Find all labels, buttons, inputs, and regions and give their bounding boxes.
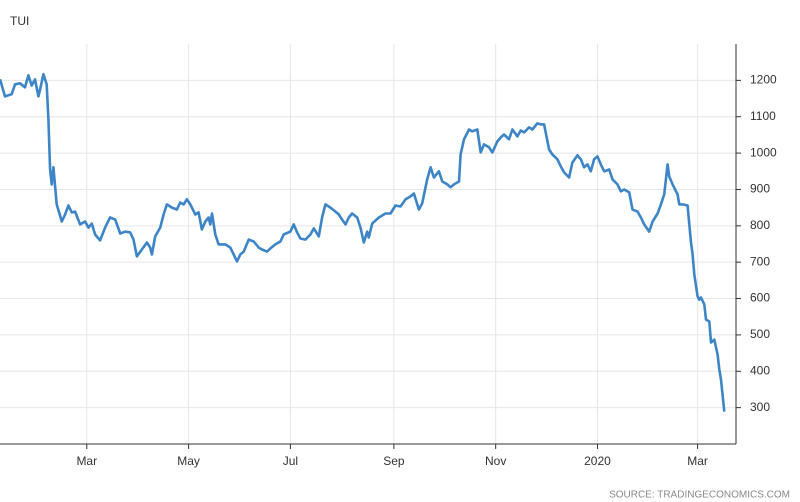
y-tick-label: 1200 <box>750 73 777 87</box>
y-tick-label: 700 <box>750 254 770 268</box>
x-tick-label: Mar <box>76 454 97 468</box>
y-tick-label: 500 <box>750 327 770 341</box>
chart-title: TUI <box>10 14 29 28</box>
x-tick-label: 2020 <box>584 454 611 468</box>
x-tick-label: Mar <box>687 454 708 468</box>
y-tick-label: 800 <box>750 218 770 232</box>
y-tick-label: 400 <box>750 363 770 377</box>
price-line <box>0 72 726 412</box>
x-tick-label: Sep <box>383 454 405 468</box>
y-tick-label: 1100 <box>750 109 776 123</box>
y-tick-label: 900 <box>750 182 770 196</box>
x-tick-label: Jul <box>283 454 298 468</box>
y-tick-label: 1000 <box>750 145 777 159</box>
x-tick-label: May <box>177 454 200 468</box>
source: SOURCE: TRADINGECONOMICS.COM <box>609 490 790 501</box>
x-tick-label: Nov <box>485 454 506 468</box>
y-tick-label: 600 <box>750 291 770 305</box>
y-tick-label: 300 <box>750 400 770 414</box>
